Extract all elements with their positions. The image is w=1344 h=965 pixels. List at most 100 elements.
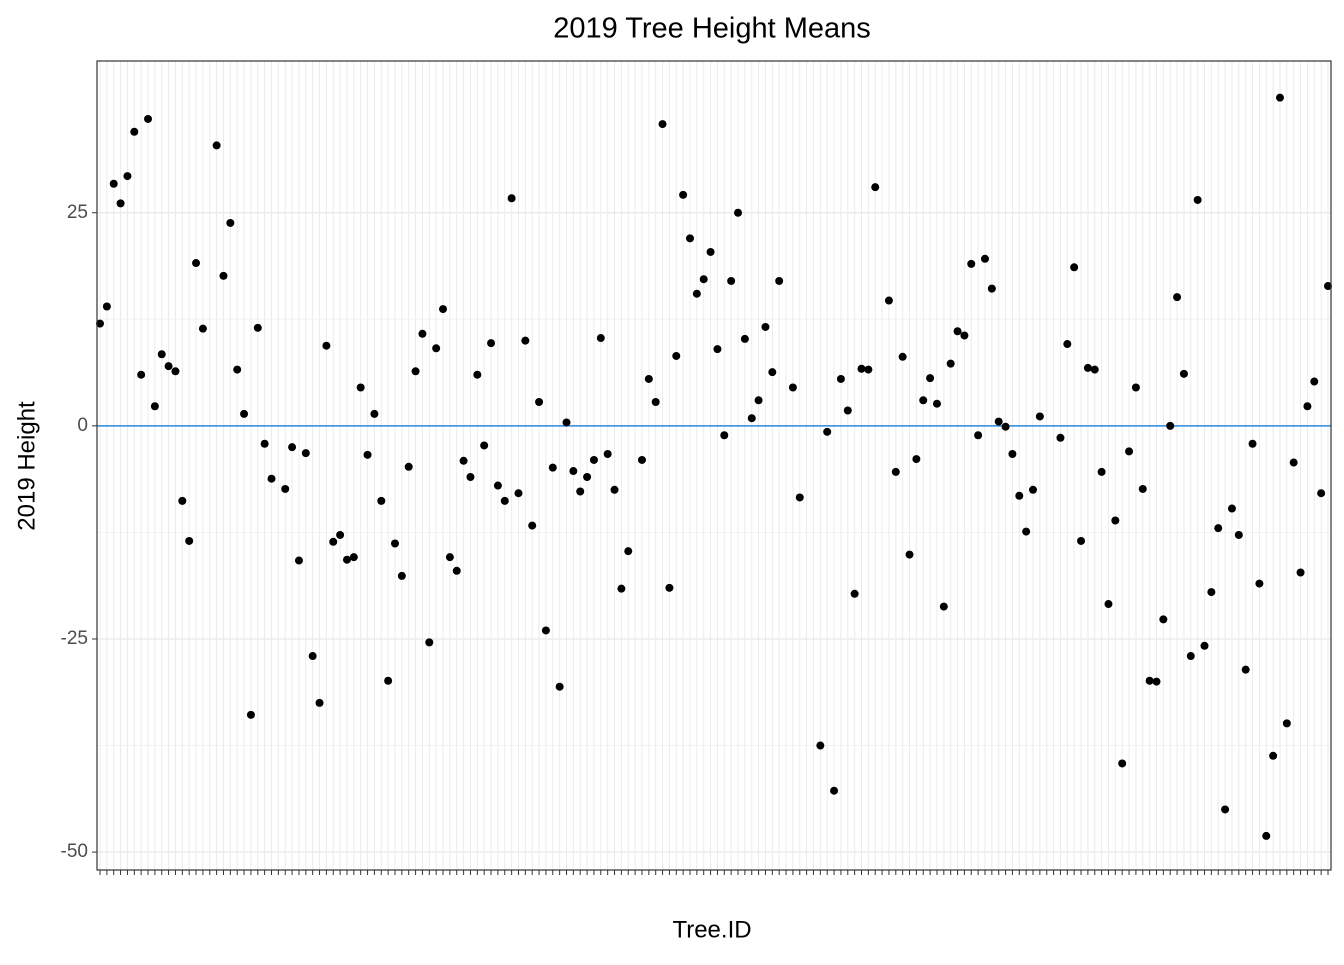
point: [830, 786, 839, 795]
point: [836, 374, 845, 383]
point: [1193, 195, 1202, 204]
point: [775, 276, 784, 285]
point: [1186, 652, 1195, 661]
point: [960, 331, 969, 340]
point: [1241, 665, 1250, 674]
point: [1118, 759, 1127, 768]
point: [1070, 263, 1079, 272]
point: [480, 441, 489, 450]
point: [740, 334, 749, 343]
point: [1227, 504, 1236, 513]
point: [692, 289, 701, 298]
point: [356, 383, 365, 392]
point: [617, 584, 626, 593]
point: [864, 365, 873, 374]
point: [226, 218, 235, 227]
point: [1104, 600, 1113, 609]
point: [644, 374, 653, 383]
point: [912, 455, 921, 464]
point: [322, 341, 331, 350]
point: [246, 710, 255, 719]
point: [569, 467, 578, 476]
point: [987, 284, 996, 293]
point: [171, 367, 180, 376]
point: [768, 368, 777, 377]
point: [1269, 751, 1278, 760]
point: [1097, 467, 1106, 476]
point: [1303, 402, 1312, 411]
point: [761, 322, 770, 331]
point: [473, 370, 482, 379]
point: [1200, 641, 1209, 650]
point: [637, 455, 646, 464]
point: [198, 324, 207, 333]
point: [377, 496, 386, 505]
point: [919, 396, 928, 405]
point: [884, 296, 893, 305]
point: [747, 414, 756, 423]
point: [1111, 516, 1120, 525]
x-axis-label: Tree.ID: [672, 916, 751, 943]
point: [1015, 491, 1024, 500]
point: [905, 550, 914, 559]
point: [754, 396, 763, 405]
point: [548, 463, 557, 472]
point: [610, 485, 619, 494]
point: [1324, 282, 1332, 291]
point: [336, 530, 345, 539]
point: [418, 329, 427, 338]
point: [932, 399, 941, 408]
point: [342, 555, 351, 564]
point: [1317, 489, 1326, 498]
point: [1131, 383, 1140, 392]
point: [823, 427, 832, 436]
point: [425, 638, 434, 647]
point: [459, 456, 468, 465]
point: [898, 352, 907, 361]
point: [535, 397, 544, 406]
point: [583, 473, 592, 482]
point: [253, 323, 262, 332]
point: [596, 334, 605, 343]
point: [329, 537, 338, 546]
point: [651, 397, 660, 406]
point: [1056, 433, 1065, 442]
point: [685, 234, 694, 243]
y-tick-label: -25: [61, 628, 88, 649]
point: [953, 327, 962, 336]
point: [926, 374, 935, 383]
point: [788, 383, 797, 392]
point: [734, 208, 743, 217]
point: [144, 114, 153, 123]
point: [1090, 365, 1099, 374]
point: [178, 496, 187, 505]
point: [493, 481, 502, 490]
point: [123, 172, 132, 181]
chart-title: 2019 Tree Height Means: [553, 13, 871, 45]
point: [1083, 363, 1092, 372]
point: [857, 364, 866, 373]
point: [1125, 447, 1134, 456]
point: [1282, 719, 1291, 728]
point: [1289, 458, 1298, 467]
point: [96, 319, 104, 328]
y-axis-label: 2019 Height: [13, 401, 40, 531]
point: [1022, 527, 1031, 536]
point: [816, 741, 825, 750]
point: [1001, 422, 1010, 431]
point: [1275, 93, 1284, 102]
point: [576, 487, 585, 496]
point: [1029, 485, 1038, 494]
point: [946, 359, 955, 368]
point: [301, 449, 310, 458]
point: [589, 455, 598, 464]
point: [130, 127, 139, 136]
point: [1152, 677, 1161, 686]
point: [212, 141, 221, 150]
point: [1214, 524, 1223, 533]
point: [843, 406, 852, 415]
point: [185, 536, 194, 545]
point: [1159, 615, 1168, 624]
point: [240, 409, 249, 418]
point: [349, 553, 358, 562]
